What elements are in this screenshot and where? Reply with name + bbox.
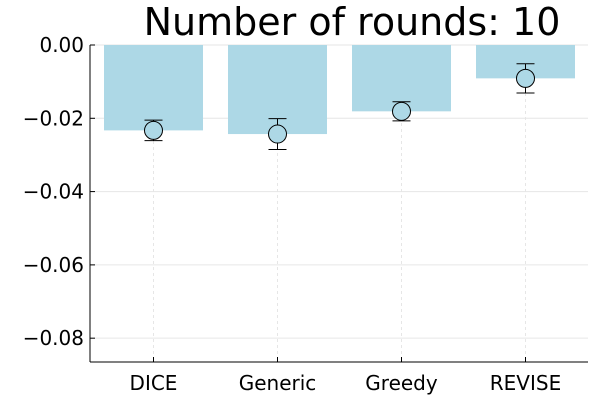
y-tick-label: −0.08 (23, 326, 84, 350)
y-tick-label: 0.00 (39, 33, 84, 57)
error-bars (144, 63, 535, 150)
bars (104, 45, 575, 135)
mean-marker (144, 120, 163, 140)
mean-marker (268, 124, 287, 144)
axes: 0.00 −0.02 −0.04 −0.06 −0.08 DICE Generic Greed… (23, 33, 588, 395)
chart-title: Number of rounds: 10 (144, 0, 561, 44)
y-tick-label: −0.02 (23, 106, 84, 130)
y-tick-label: −0.06 (23, 253, 84, 277)
bar-dice (104, 45, 203, 131)
x-tick-label: REVISE (490, 371, 561, 395)
mean-marker (516, 68, 535, 88)
y-tick-label: −0.04 (23, 180, 84, 204)
x-tick-label: Greedy (365, 371, 438, 395)
x-tick-label: DICE (130, 371, 178, 395)
x-tick-label: Generic (239, 371, 317, 395)
bar-greedy (352, 45, 451, 112)
mean-marker (392, 101, 411, 121)
